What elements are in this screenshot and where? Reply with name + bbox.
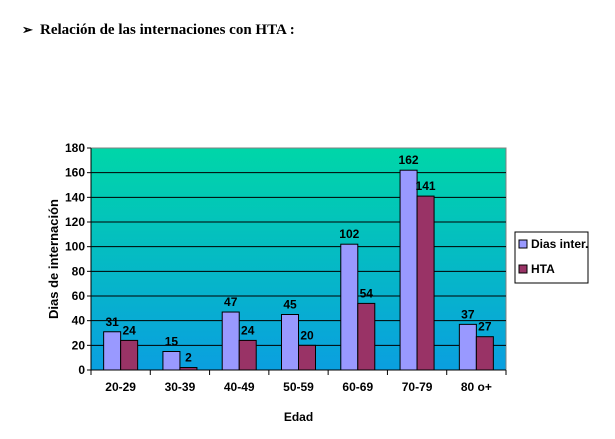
legend-swatch bbox=[518, 264, 528, 274]
bar-hta bbox=[298, 344, 316, 371]
bar-dias bbox=[162, 351, 181, 371]
y-tick-label: 140 bbox=[65, 190, 85, 204]
bar-hta bbox=[357, 302, 376, 371]
x-tick-label: 50-59 bbox=[283, 380, 314, 394]
data-label: 141 bbox=[416, 179, 436, 193]
bar-hta bbox=[120, 339, 139, 371]
x-tick-label: 70-79 bbox=[402, 380, 433, 394]
y-tick-label: 60 bbox=[72, 289, 86, 303]
y-tick-label: 120 bbox=[65, 215, 85, 229]
data-label: 31 bbox=[105, 315, 119, 329]
data-label: 54 bbox=[360, 286, 374, 300]
data-label: 15 bbox=[165, 335, 179, 349]
heading-text: Relación de las internaciones con HTA : bbox=[40, 22, 295, 38]
legend-label: HTA bbox=[531, 262, 555, 276]
data-label: 37 bbox=[461, 307, 475, 321]
bar-dias bbox=[103, 331, 122, 371]
x-tick-label: 30-39 bbox=[165, 380, 196, 394]
legend-swatch bbox=[518, 239, 528, 249]
x-tick-label: 60-69 bbox=[342, 380, 373, 394]
arrow-bullet-icon: ➢ bbox=[22, 22, 33, 37]
y-tick-label: 80 bbox=[72, 264, 86, 278]
y-tick-label: 160 bbox=[65, 166, 85, 180]
y-tick-label: 100 bbox=[65, 240, 85, 254]
bar-dias bbox=[399, 169, 418, 371]
y-tick-label: 180 bbox=[65, 141, 85, 155]
x-axis-title: Edad bbox=[284, 410, 313, 424]
bar-hta bbox=[238, 339, 257, 371]
legend-label: Dias inter. bbox=[531, 237, 588, 251]
y-tick-label: 0 bbox=[78, 363, 85, 377]
x-tick-label: 40-49 bbox=[224, 380, 255, 394]
data-label: 45 bbox=[283, 298, 297, 312]
data-label: 24 bbox=[122, 323, 136, 337]
data-label: 27 bbox=[478, 320, 492, 334]
bar-dias bbox=[340, 243, 359, 371]
data-label: 2 bbox=[185, 351, 192, 365]
y-tick-label: 20 bbox=[72, 338, 86, 352]
data-label: 20 bbox=[300, 328, 314, 342]
bar-dias bbox=[221, 311, 240, 371]
data-label: 102 bbox=[339, 227, 359, 241]
y-tick-label: 40 bbox=[72, 314, 86, 328]
x-tick-label: 80 o+ bbox=[461, 380, 492, 394]
bar-hta bbox=[475, 336, 494, 371]
y-axis-title: Dias de internación bbox=[46, 199, 61, 319]
bar-dias bbox=[281, 314, 299, 371]
data-label: 162 bbox=[399, 153, 419, 167]
bar-dias bbox=[458, 323, 477, 371]
x-tick-label: 20-29 bbox=[105, 380, 136, 394]
data-label: 47 bbox=[224, 295, 238, 309]
bar-hta bbox=[416, 195, 435, 371]
data-label: 24 bbox=[241, 323, 255, 337]
slide-heading: ➢ Relación de las internaciones con HTA : bbox=[22, 22, 295, 39]
